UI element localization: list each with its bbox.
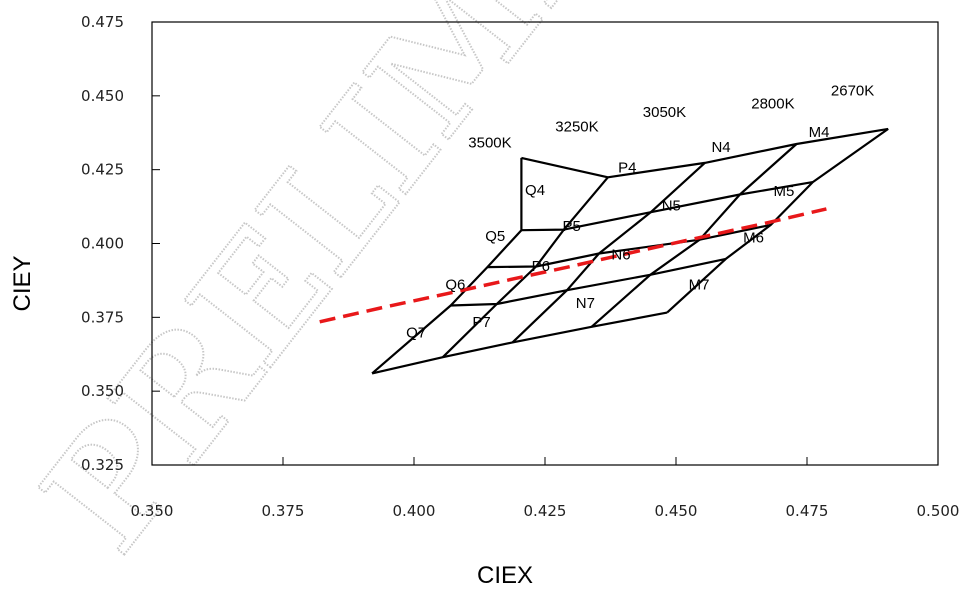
y-tick-label: 0.400 [81, 235, 124, 253]
bin-label: P5 [563, 218, 581, 235]
bin-label: M6 [743, 229, 764, 246]
cct-label: 2800K [751, 96, 794, 113]
x-tick-label: 0.350 [131, 502, 174, 520]
bin-label: M7 [689, 276, 710, 293]
cct-label: 3250K [555, 118, 598, 135]
x-axis-title: CIEX [477, 562, 533, 589]
x-tick-label: 0.375 [262, 502, 305, 520]
bin-label: N6 [611, 247, 630, 264]
bin-label: P6 [532, 258, 550, 275]
bin-boundary-line [487, 223, 772, 269]
cct-label: 3050K [643, 104, 686, 121]
bin-label: N4 [711, 139, 730, 156]
cct-label: 2670K [831, 83, 874, 100]
y-tick-label: 0.475 [81, 13, 124, 31]
axis-ticks: 0.350 0.375 0.400 0.425 0.450 0.475 0.500 0.325… [81, 13, 959, 520]
y-tick-label: 0.375 [81, 308, 124, 326]
x-tick-label: 0.400 [393, 502, 436, 520]
bin-label: Q7 [406, 324, 426, 341]
y-tick-label: 0.425 [81, 161, 124, 179]
cct-label: 3500K [468, 134, 511, 151]
bin-label: M5 [774, 183, 795, 200]
bin-label: Q4 [525, 182, 545, 199]
y-tick-label: 0.450 [81, 87, 124, 105]
x-tick-label: 0.475 [786, 502, 829, 520]
y-tick-label: 0.350 [81, 382, 124, 400]
bin-boundary-line [450, 257, 727, 307]
x-tick-label: 0.450 [655, 502, 698, 520]
bin-label: P7 [472, 314, 490, 331]
y-axis-title: CIEY [9, 255, 36, 311]
blackbody-locus-line [319, 207, 827, 324]
bin-label: N5 [662, 197, 681, 214]
blackbody-locus [319, 207, 827, 324]
bin-label: P4 [618, 159, 636, 176]
bin-label: Q5 [485, 228, 505, 245]
x-tick-label: 0.500 [917, 502, 960, 520]
bin-grid [371, 127, 889, 375]
bin-boundary-line [521, 127, 889, 179]
bin-label: M4 [809, 124, 830, 141]
y-tick-label: 0.325 [81, 456, 124, 474]
chart-labels: 3500K 3250K 3050K 2800K 2670K Q4 P4 N4 M4 Q5 P5 N5 M… [406, 83, 874, 342]
bin-boundary-line [371, 311, 668, 375]
bin-label: N7 [576, 295, 595, 312]
x-tick-label: 0.425 [524, 502, 567, 520]
bin-label: Q6 [445, 277, 465, 294]
bin-boundary-line [521, 181, 813, 232]
